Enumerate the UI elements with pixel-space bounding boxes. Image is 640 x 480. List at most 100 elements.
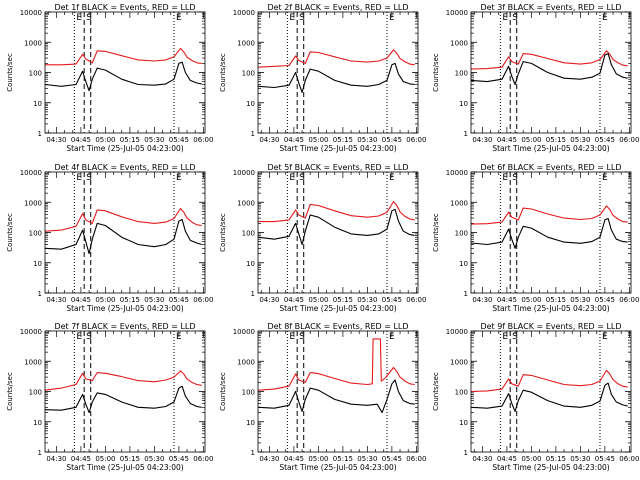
event-marker-label: S (86, 332, 92, 342)
x-tick-label: 04:45 (497, 136, 517, 144)
x-tick-label: 04:45 (284, 455, 304, 463)
x-tick-label: 04:45 (497, 296, 517, 304)
x-axis-label: Start Time (25-Jul-05 04:23:00) (279, 144, 396, 153)
plot-frame (470, 330, 632, 453)
event-marker-label: E (602, 173, 608, 183)
y-tick-label: 10000 (446, 9, 468, 17)
event-marker-label: E (76, 332, 82, 342)
x-tick-label: 05:30 (144, 455, 164, 463)
chart-panel: 1 10 100 1000 10000 04:30 04:45 05:00 05:15 05:30… (432, 3, 639, 153)
events-series-line (471, 217, 628, 249)
chart-title: Det 4f BLACK = Events, RED = LLD (54, 163, 195, 172)
x-tick-label: 04:45 (71, 136, 91, 144)
event-marker-label: E (389, 13, 395, 23)
event-marker-label: E (289, 13, 295, 23)
x-tick-label: 05:30 (144, 296, 164, 304)
y-tick-label: 100 (29, 230, 42, 238)
x-tick-label: 05:00 (95, 136, 115, 144)
x-tick-label: 06:00 (193, 136, 213, 144)
x-tick-label: 04:30 (472, 136, 492, 144)
y-tick-label: 100 (242, 70, 255, 78)
lld-series-line (45, 370, 202, 391)
y-tick-label: 10 (246, 419, 255, 427)
y-tick-label: 100 (455, 230, 468, 238)
plot-frame (44, 11, 206, 134)
x-tick-label: 04:45 (71, 455, 91, 463)
y-tick-label: 10 (459, 419, 468, 427)
chart-title: Det 7f BLACK = Events, RED = LLD (54, 322, 195, 331)
x-tick-label: 04:45 (284, 136, 304, 144)
lld-series-line (45, 207, 202, 232)
x-tick-label: 06:00 (406, 136, 426, 144)
x-tick-label: 05:15 (546, 296, 566, 304)
y-axis-label: Counts/sec (219, 213, 227, 252)
chart-title: Det 8f BLACK = Events, RED = LLD (267, 322, 408, 331)
y-tick-label: 10 (459, 260, 468, 268)
y-tick-label: 1 (464, 290, 468, 298)
event-marker-label: E (502, 173, 508, 183)
y-tick-label: 100 (29, 70, 42, 78)
x-tick-label: 04:30 (46, 296, 66, 304)
event-marker-label: E (389, 332, 395, 342)
event-marker-label: E (76, 173, 82, 183)
x-tick-label: 06:00 (406, 455, 426, 463)
chart-title: Det 3f BLACK = Events, RED = LLD (480, 3, 621, 12)
event-marker-label: E (176, 332, 182, 342)
x-tick-label: 05:30 (570, 455, 590, 463)
event-marker-label: E (502, 332, 508, 342)
x-tick-label: 06:00 (619, 296, 639, 304)
x-tick-label: 05:30 (357, 296, 377, 304)
y-tick-label: 1000 (237, 358, 255, 366)
y-tick-label: 1 (464, 130, 468, 138)
events-series-line (471, 382, 628, 412)
y-tick-label: 10000 (233, 9, 255, 17)
x-tick-label: 04:30 (259, 455, 279, 463)
lld-series-line (471, 50, 628, 70)
event-marker-label: S (299, 332, 305, 342)
plot-frame (470, 11, 632, 134)
x-axis-label: Start Time (25-Jul-05 04:23:00) (66, 144, 183, 153)
y-tick-label: 1 (464, 449, 468, 457)
y-axis-label: Counts/sec (432, 213, 440, 252)
y-tick-label: 1 (38, 130, 42, 138)
y-tick-label: 1000 (237, 199, 255, 207)
x-tick-label: 06:00 (619, 136, 639, 144)
x-tick-label: 05:15 (120, 455, 140, 463)
event-marker-label: S (512, 332, 518, 342)
y-tick-label: 10 (246, 260, 255, 268)
event-marker-label: E (502, 13, 508, 23)
x-tick-label: 05:45 (382, 455, 402, 463)
plot-frame (257, 11, 419, 134)
y-tick-label: 1 (38, 290, 42, 298)
x-tick-label: 05:15 (333, 136, 353, 144)
x-tick-label: 05:15 (120, 136, 140, 144)
x-tick-label: 04:30 (46, 136, 66, 144)
plot-frame (257, 330, 419, 453)
x-tick-label: 05:45 (169, 296, 189, 304)
x-tick-label: 05:00 (521, 455, 541, 463)
chart-panel: 1 10 100 1000 10000 04:30 04:45 05:00 05:15 05:30… (432, 322, 639, 472)
x-tick-label: 05:15 (546, 455, 566, 463)
y-tick-label: 100 (242, 230, 255, 238)
event-marker-label: E (176, 13, 182, 23)
x-axis-label: Start Time (25-Jul-05 04:23:00) (492, 463, 609, 472)
y-tick-label: 10 (33, 260, 42, 268)
y-axis-label: Counts/sec (432, 53, 440, 92)
y-axis-label: Counts/sec (219, 53, 227, 92)
x-tick-label: 04:30 (259, 136, 279, 144)
y-tick-label: 1000 (450, 199, 468, 207)
x-tick-label: 06:00 (193, 455, 213, 463)
x-tick-label: 05:00 (521, 136, 541, 144)
chart-title: Det 1f BLACK = Events, RED = LLD (54, 3, 195, 12)
y-tick-label: 100 (242, 389, 255, 397)
x-tick-label: 05:00 (308, 455, 328, 463)
event-marker-label: S (86, 13, 92, 23)
x-tick-label: 06:00 (619, 455, 639, 463)
x-tick-label: 05:00 (95, 455, 115, 463)
x-tick-label: 05:15 (333, 296, 353, 304)
x-tick-label: 05:45 (595, 455, 615, 463)
y-tick-label: 10 (33, 100, 42, 108)
event-marker-label: E (602, 332, 608, 342)
y-axis-label: Counts/sec (6, 213, 14, 252)
